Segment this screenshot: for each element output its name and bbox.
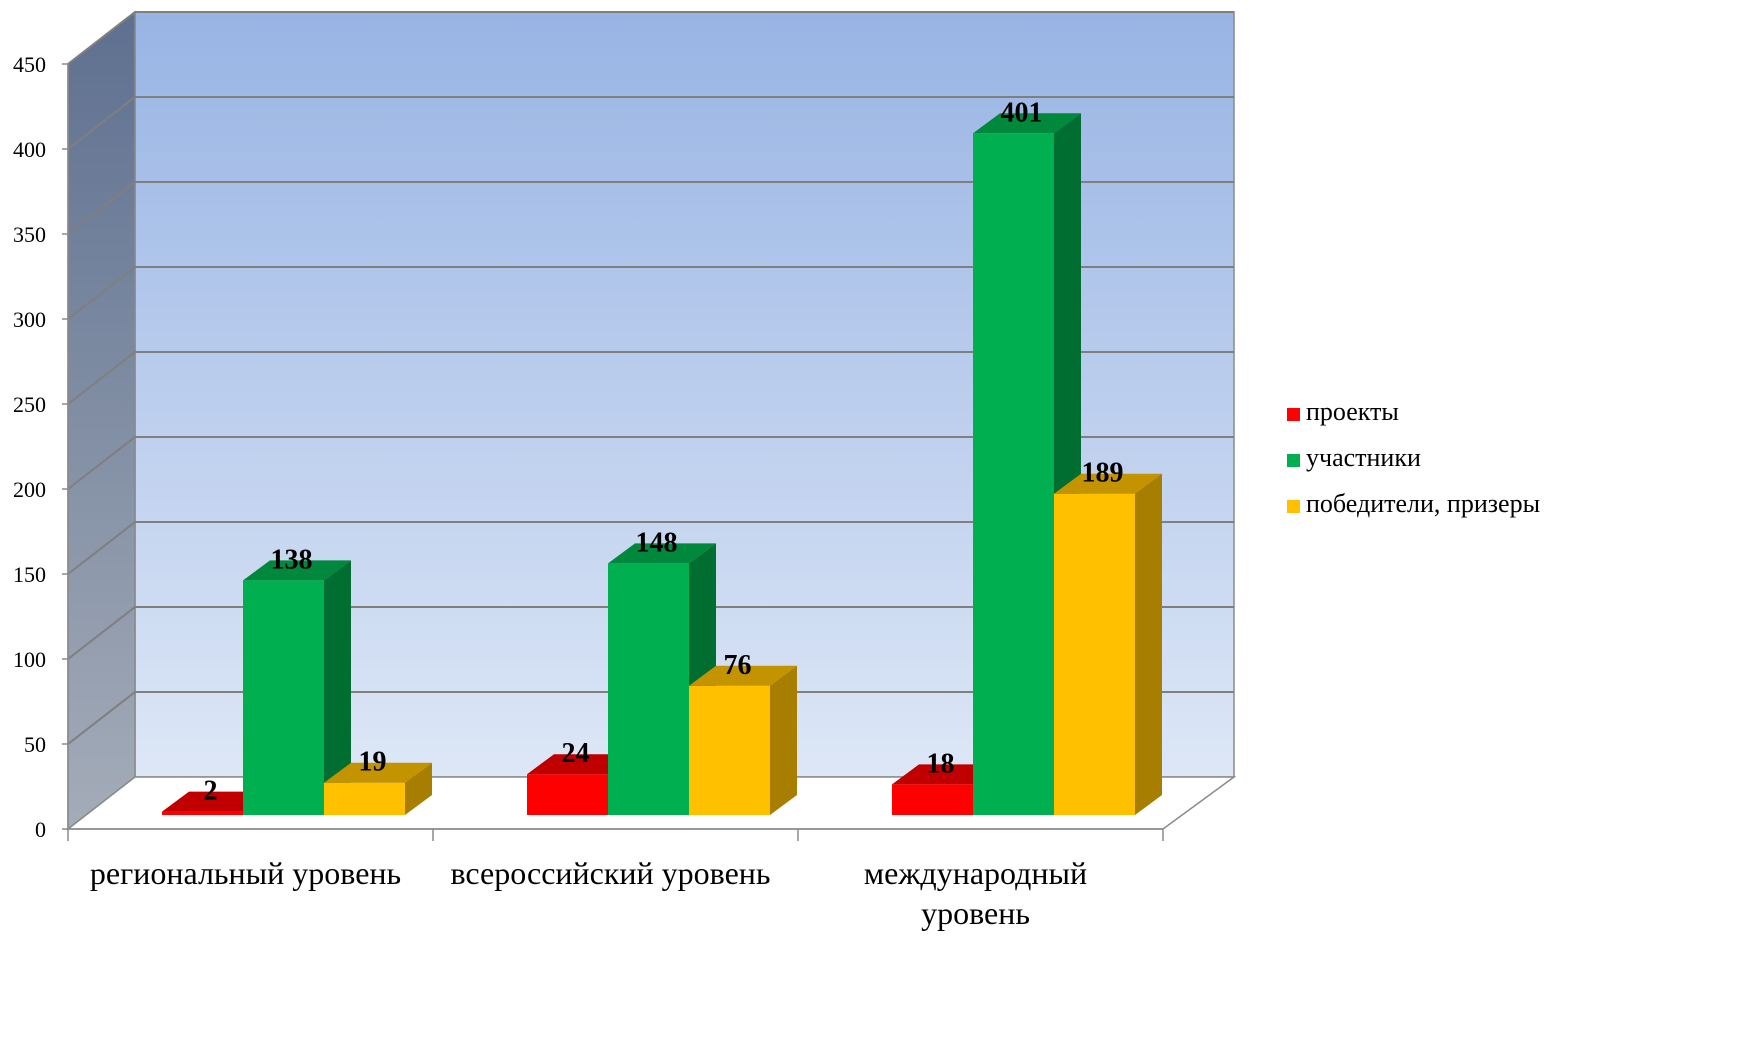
data-label: 401: [1001, 97, 1043, 128]
bar-side: [405, 762, 432, 815]
gridline: [67, 266, 1234, 320]
gridline: [67, 691, 1234, 745]
category-label: международный: [864, 855, 1087, 891]
bar-front: [608, 563, 689, 815]
y-tick-label: 200: [13, 477, 46, 502]
y-tick-label: 100: [13, 647, 46, 672]
bar-front: [527, 774, 608, 815]
data-label: 2: [204, 776, 218, 807]
y-tick-label: 150: [13, 562, 46, 587]
bar-front: [892, 784, 973, 815]
bar-front: [162, 811, 243, 815]
gridline: [67, 436, 1234, 490]
bar-front: [973, 133, 1054, 816]
bar-side: [324, 560, 351, 815]
legend-label: проекты: [1306, 397, 1399, 426]
y-axis: 0 50 100 150 200 250 300 350 400 450: [13, 52, 1164, 842]
legend-swatch: [1287, 500, 1300, 513]
y-tick-label: 400: [13, 137, 46, 162]
bar-top: [1054, 473, 1162, 494]
bar-side: [770, 665, 797, 815]
bar: [689, 665, 797, 815]
bars-group: [162, 113, 1162, 816]
gridline: [67, 11, 1234, 65]
category-label: всероссийский уровень: [450, 855, 770, 891]
data-label: 138: [271, 544, 313, 575]
bar-top: [689, 665, 797, 686]
category-labels-group: региональный уровень всероссийский уровен…: [90, 855, 1087, 931]
bar-top: [243, 560, 351, 581]
bar-front: [243, 580, 324, 815]
category-label: региональный уровень: [90, 855, 401, 891]
gridline: [67, 521, 1234, 575]
bar-top: [324, 762, 432, 783]
bar-front: [1054, 493, 1135, 815]
bar-top: [608, 543, 716, 564]
gridline: [67, 351, 1234, 405]
legend-label: победители, призеры: [1306, 489, 1540, 518]
bar: [1054, 473, 1162, 815]
side-wall: [67, 10, 136, 831]
gridline: [67, 181, 1234, 235]
bar-side: [1135, 473, 1162, 815]
bar: [324, 762, 432, 815]
y-tick-label: 50: [24, 732, 46, 757]
y-tick-label: 0: [35, 817, 46, 842]
bar-top: [973, 113, 1081, 134]
data-label: 19: [359, 747, 387, 778]
legend-swatch: [1287, 454, 1300, 467]
data-labels-group: 2 138 19 24 148 76 18 401 189: [204, 97, 1124, 806]
data-label: 18: [927, 748, 955, 779]
gridline: [67, 96, 1234, 150]
bar-front: [324, 782, 405, 815]
legend-label: участники: [1306, 443, 1421, 472]
legend: проекты участники победители, призеры: [1287, 397, 1540, 518]
data-label: 189: [1082, 458, 1124, 489]
data-label: 148: [636, 527, 678, 558]
data-label: 76: [724, 650, 752, 681]
data-label: 24: [562, 738, 590, 769]
y-tick-label: 250: [13, 392, 46, 417]
bar: [243, 560, 351, 815]
legend-swatch: [1287, 408, 1300, 421]
y-tick-label: 300: [13, 307, 46, 332]
category-label: уровень: [921, 895, 1030, 931]
bar-front: [689, 685, 770, 815]
y-tick-label: 350: [13, 222, 46, 247]
gridline: [67, 606, 1234, 660]
gridlines: [67, 11, 1234, 745]
y-tick-label: 450: [13, 52, 46, 77]
